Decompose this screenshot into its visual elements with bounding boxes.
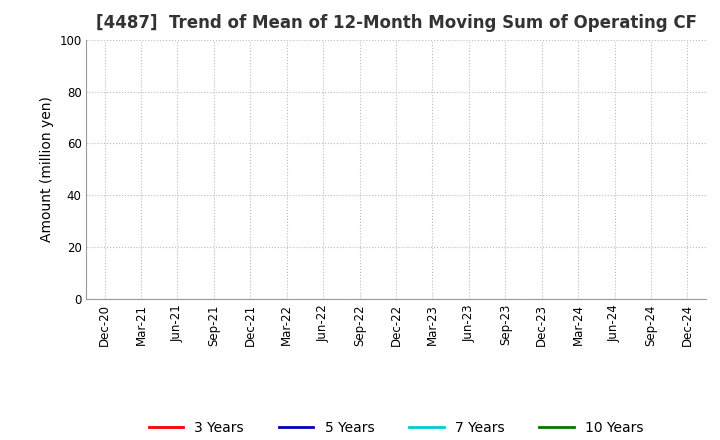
Legend: 3 Years, 5 Years, 7 Years, 10 Years: 3 Years, 5 Years, 7 Years, 10 Years — [143, 415, 649, 440]
Title: [4487]  Trend of Mean of 12-Month Moving Sum of Operating CF: [4487] Trend of Mean of 12-Month Moving … — [96, 15, 696, 33]
Y-axis label: Amount (million yen): Amount (million yen) — [40, 96, 54, 242]
